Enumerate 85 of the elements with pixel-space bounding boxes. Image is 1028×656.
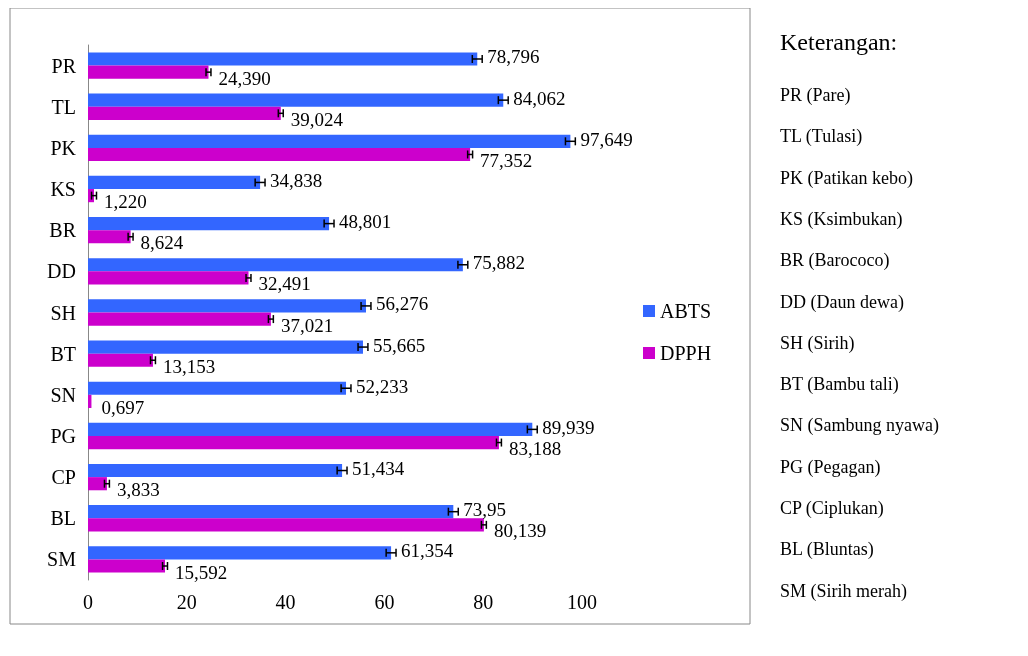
data-label: 56,276 (376, 293, 429, 315)
text: PG (Pegagan) (780, 456, 881, 478)
bar (88, 505, 454, 519)
data-label: 32,491 (258, 273, 311, 295)
text: SN (Sambung nyawa) (780, 415, 939, 437)
text: Keterangan: (780, 29, 898, 55)
text: PR (Pare) (780, 85, 851, 106)
data-label: 52,233 (356, 375, 409, 397)
x-tick-label: 100 (567, 591, 597, 613)
bar (88, 147, 471, 162)
data-label: 89,939 (542, 416, 595, 438)
text: DD (Daun dewa) (780, 291, 904, 313)
x-tick-label: 40 (275, 591, 296, 613)
bar (88, 422, 533, 436)
data-label: 77,352 (480, 149, 533, 171)
y-tick-label: PR (51, 54, 77, 77)
data-label: 51,434 (352, 458, 405, 480)
data-label: 75,882 (472, 252, 526, 274)
x-tick-label: 60 (374, 591, 395, 613)
text: SH (Sirih) (780, 332, 855, 354)
bar (88, 435, 499, 450)
data-label: 78,796 (487, 46, 540, 68)
bar (88, 230, 131, 244)
data-label: 97,649 (580, 128, 633, 150)
data-label: 8,624 (140, 232, 184, 254)
bar (88, 134, 571, 148)
data-label: 37,021 (280, 314, 334, 336)
x-tick-label: 80 (473, 591, 494, 613)
y-tick-label: SM (47, 548, 77, 571)
bar (88, 258, 463, 272)
text: PK (Patikan kebo) (780, 167, 913, 189)
bar (88, 175, 261, 190)
x-tick-label: 0 (83, 591, 93, 613)
text: CP (Ciplukan) (780, 498, 884, 519)
text: BR (Barococo) (780, 250, 890, 272)
y-tick-label: BL (50, 507, 76, 530)
legend-label: DPPH (660, 342, 712, 364)
legend-label: ABTS (660, 300, 712, 322)
text: KS (Ksimbukan) (780, 208, 903, 230)
data-label: 55,665 (372, 334, 426, 356)
y-tick-label: DD (47, 260, 76, 283)
y-tick-label: CP (51, 466, 76, 489)
y-tick-label: SN (50, 383, 76, 406)
data-label: 13,153 (162, 355, 216, 377)
bar (88, 340, 363, 354)
bar (88, 353, 153, 367)
bar (88, 518, 484, 532)
data-label: 48,801 (339, 211, 392, 233)
bar (88, 477, 107, 491)
bar (88, 93, 504, 107)
text: TL (Tulasi) (780, 126, 863, 148)
text: BL (Bluntas) (780, 539, 874, 561)
data-label: 1,220 (104, 191, 147, 213)
data-label: 3,833 (116, 479, 160, 501)
bar (88, 106, 281, 120)
x-tick-label: 20 (176, 591, 197, 613)
text: SM (Sirih merah) (780, 580, 907, 602)
y-tick-label: PK (50, 136, 77, 159)
data-label: 39,024 (290, 108, 344, 130)
data-label: 80,139 (493, 520, 547, 542)
y-tick-label: KS (50, 178, 76, 201)
data-label: 83,188 (508, 438, 562, 460)
y-tick-label: BR (49, 219, 77, 242)
bar (88, 65, 209, 79)
data-label: 61,354 (401, 540, 454, 562)
bar (88, 463, 343, 478)
bar (88, 271, 249, 285)
data-label: 34,838 (270, 169, 323, 191)
bar (88, 559, 166, 573)
bar (88, 381, 347, 395)
y-tick-label: SH (50, 301, 76, 324)
data-label: 24,390 (218, 67, 271, 89)
y-tick-label: PG (50, 424, 76, 447)
bar (88, 546, 392, 560)
data-label: 84,062 (513, 87, 566, 109)
data-label: 15,592 (175, 561, 228, 583)
data-label: 0,697 (101, 396, 145, 418)
bar (88, 312, 271, 326)
bar (88, 52, 478, 66)
y-tick-label: TL (51, 95, 76, 118)
data-label: 73,95 (463, 499, 507, 521)
bar (88, 299, 366, 313)
bar (88, 217, 330, 231)
y-tick-label: BT (50, 342, 76, 365)
text: BT (Bambu tali) (780, 374, 899, 396)
